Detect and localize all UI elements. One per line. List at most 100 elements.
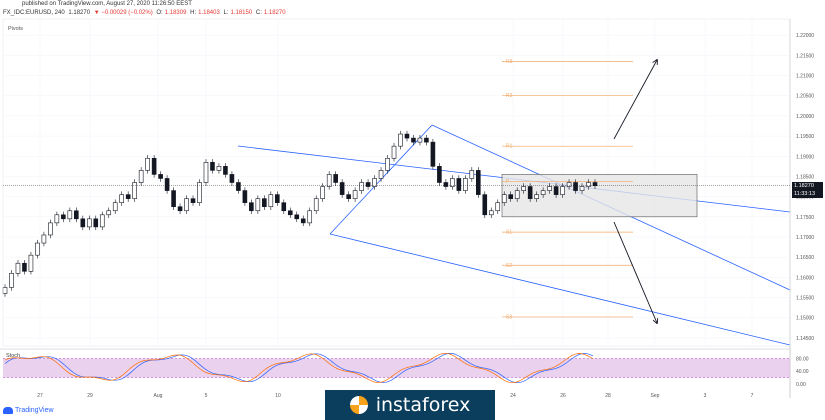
price-tick: 1.20000 — [796, 114, 814, 120]
candle-body — [132, 182, 137, 199]
candle-body — [35, 242, 40, 256]
price-tick: 1.21500 — [796, 53, 814, 59]
candle — [112, 199, 118, 214]
candle — [398, 130, 403, 150]
low-label: L: — [223, 10, 229, 16]
pivots-indicator-title[interactable]: Pivots — [8, 26, 23, 32]
candle — [437, 163, 442, 186]
candle-body — [184, 198, 189, 212]
candle — [456, 175, 462, 194]
candle — [430, 138, 436, 170]
candle-body — [2, 287, 8, 294]
candle-body — [242, 190, 248, 203]
candle — [203, 159, 209, 186]
candle-body — [61, 214, 66, 220]
candle — [268, 191, 274, 210]
candle-body — [411, 137, 416, 143]
price-tick: 1.17500 — [796, 215, 814, 221]
candle-body — [203, 162, 209, 183]
stoch-tick: 40.00 — [796, 369, 809, 375]
candle-body — [281, 202, 287, 212]
candle — [313, 195, 319, 214]
candle — [138, 167, 144, 186]
candle — [450, 175, 455, 190]
pivot-label-r3: R3 — [506, 59, 513, 65]
candle — [326, 171, 332, 190]
channels — [237, 124, 791, 346]
watermark-text: instaforex — [375, 394, 471, 416]
candle — [74, 207, 79, 223]
stoch-indicator-title[interactable]: Stoch — [6, 353, 21, 359]
candle-body — [294, 214, 300, 220]
low-value: 1.18150 — [230, 10, 253, 16]
time-tick: Aug — [154, 393, 163, 399]
candle — [190, 195, 196, 206]
candle — [534, 191, 539, 202]
price-tick: 1.18500 — [796, 174, 814, 180]
candle — [514, 187, 520, 202]
candle — [443, 179, 449, 190]
candle-body — [566, 182, 572, 187]
time-tick: 29 — [87, 393, 93, 399]
candle-body — [339, 182, 345, 195]
candle-body — [540, 190, 546, 195]
candle-body — [378, 170, 384, 179]
time-tick: 3 — [704, 393, 707, 399]
candle-body — [54, 214, 60, 224]
candle-body — [508, 194, 514, 199]
instaforex-watermark: instaforex — [325, 390, 495, 420]
time-tick: 27 — [37, 393, 43, 399]
candle-body — [80, 218, 86, 228]
pivot-lines: R3 R2 R1 P S1 S2 S3 — [502, 59, 633, 320]
pivot-label-s1: S1 — [506, 230, 512, 236]
candle — [385, 155, 390, 174]
price-axis[interactable]: 1.22000 1.21500 1.21000 1.20500 1.20000 1.195… — [789, 19, 814, 398]
candle — [488, 207, 494, 219]
candle — [15, 260, 21, 277]
candle — [579, 183, 585, 194]
candle-body — [300, 218, 306, 224]
candle-body — [74, 210, 79, 220]
stoch-tick: 80.00 — [796, 356, 809, 362]
candle-body — [216, 166, 222, 171]
candle-body — [372, 178, 377, 187]
change-value: ▼ −0.00029 (−0.02%) — [93, 10, 153, 16]
tradingview-logo[interactable]: TradingView — [3, 407, 54, 414]
candle-body — [495, 202, 501, 212]
last-price: 1.18270 — [68, 10, 91, 16]
candle-body — [197, 182, 202, 203]
candle — [184, 195, 189, 214]
stoch-d-line — [4, 352, 594, 384]
candle — [132, 179, 137, 202]
candle — [320, 183, 325, 202]
candle — [158, 171, 163, 182]
candle-body — [177, 206, 183, 212]
candle — [164, 175, 170, 194]
price-tick: 1.14500 — [796, 336, 814, 342]
candle-body — [229, 174, 235, 183]
candle-body — [443, 182, 449, 187]
time-axis[interactable]: 27 29 Aug 5 10 24 26 28 Sep 3 7 — [37, 393, 753, 399]
candle-body — [417, 137, 423, 143]
candle-body — [307, 210, 313, 224]
candle — [80, 215, 86, 231]
candle-body — [514, 190, 520, 199]
candle — [35, 239, 40, 259]
candle-body — [268, 194, 274, 208]
candle — [417, 134, 423, 146]
candle — [151, 155, 157, 178]
candle — [2, 284, 8, 297]
stoch-pane: 80.00 40.00 0.00 — [0, 348, 809, 388]
candle-body — [112, 202, 118, 212]
candle-body — [346, 194, 351, 199]
pivot-label-r2: R2 — [506, 93, 513, 99]
candle-body — [521, 186, 526, 191]
candle — [229, 171, 235, 186]
time-tick: 10 — [275, 393, 281, 399]
candle-body — [463, 178, 468, 191]
symbol-label[interactable]: FX_IDC:EURUSD, 240 — [3, 10, 65, 16]
candle — [424, 134, 429, 146]
candle — [287, 207, 293, 219]
candle-body — [385, 157, 390, 171]
time-tick: 26 — [560, 393, 566, 399]
